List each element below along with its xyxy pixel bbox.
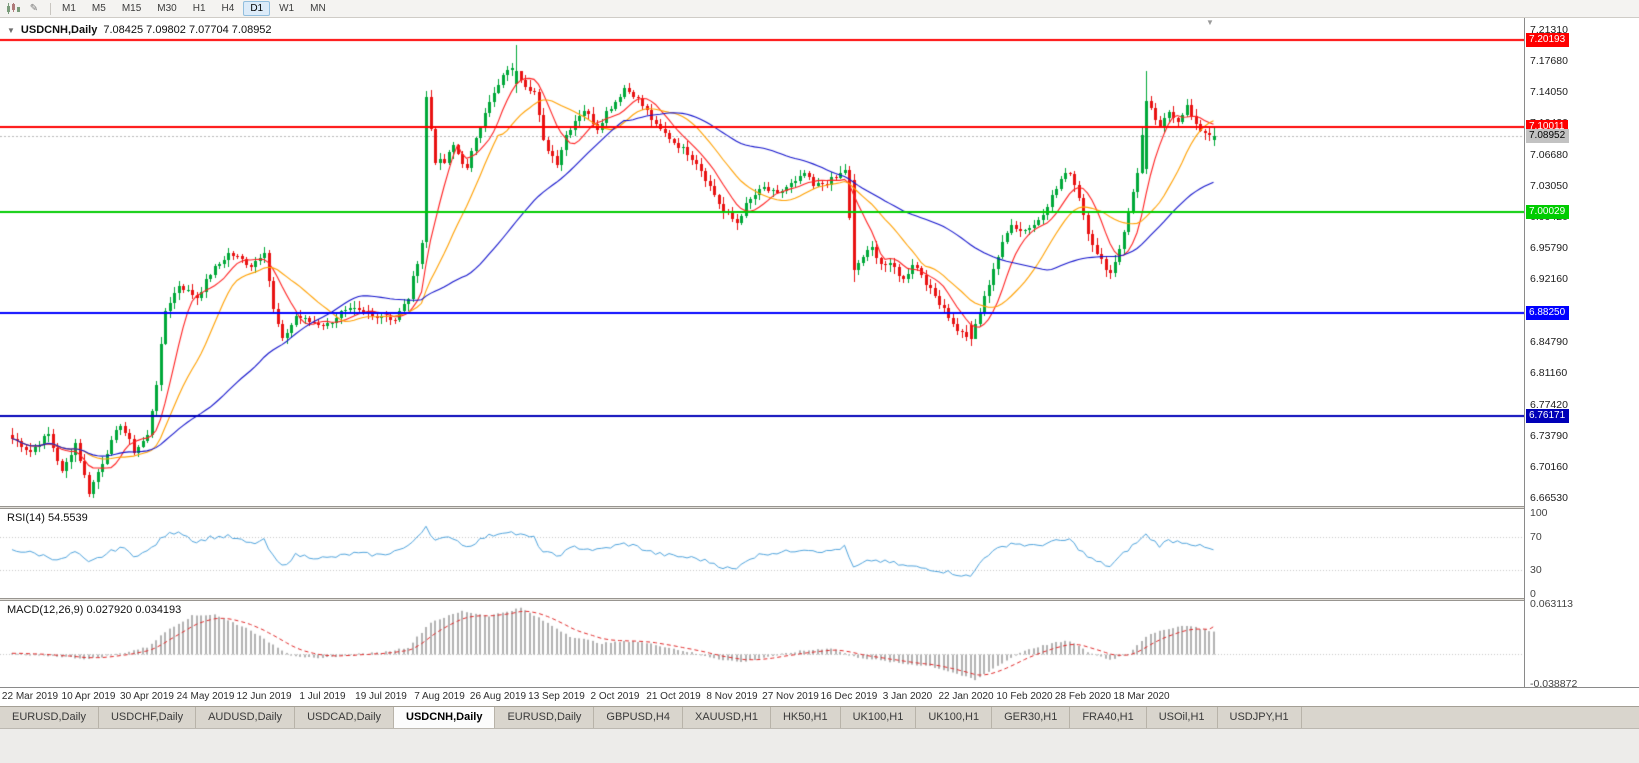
chart-tab-3-usdcad-daily[interactable]: USDCAD,Daily (295, 707, 395, 728)
chart-tab-9-uk100-h1[interactable]: UK100,H1 (840, 707, 917, 728)
price-tick: 7.14050 (1530, 86, 1568, 99)
chart-title: ▼ USDCNH,Daily 7.08425 7.09802 7.07704 7… (7, 24, 272, 36)
bid-price-badge: 7.08952 (1526, 128, 1570, 143)
status-bar (0, 728, 1639, 763)
chart-tab-0-eurusd-daily[interactable]: EURUSD,Daily (0, 707, 99, 728)
timeframe-button-m15[interactable]: M15 (121, 3, 142, 14)
chart-tab-6-gbpusd-h4[interactable]: GBPUSD,H4 (594, 707, 683, 728)
timeframe-button-m30[interactable]: M30 (157, 3, 177, 14)
chart-tab-11-ger30-h1[interactable]: GER30,H1 (992, 707, 1071, 728)
chart-tab-8-hk50-h1[interactable]: HK50,H1 (770, 707, 841, 728)
price-tick: 6.84790 (1530, 336, 1568, 349)
price-tick: 7.03050 (1530, 180, 1568, 193)
price-tick: 7.17680 (1530, 55, 1568, 68)
price-tick: 7.06680 (1530, 149, 1568, 162)
date-tick-label: 27 Nov 2019 (762, 691, 819, 702)
timeframe-button-h4[interactable]: H4 (221, 3, 235, 14)
date-tick-label: 26 Aug 2019 (469, 691, 527, 702)
chart-tab-4-usdcnh-daily[interactable]: USDCNH,Daily (394, 707, 496, 728)
chart-tab-bar: EURUSD,Daily USDCHF,Daily AUDUSD,Daily USDC… (0, 706, 1639, 728)
chart-type-icon[interactable] (5, 3, 21, 15)
ohlc-values: 7.08425 7.09802 7.07704 7.08952 (103, 24, 272, 36)
edit-icon[interactable]: ✎ (29, 3, 39, 14)
timeframe-buttons: M1 M5 M15 M30 H1 H4 D1 W1 MN (54, 1, 334, 16)
date-tick-label: 22 Jan 2020 (938, 691, 994, 702)
symbol-period-label: USDCNH,Daily (20, 24, 98, 36)
date-tick-label: 28 Feb 2020 (1054, 691, 1112, 702)
pane-separator[interactable] (0, 506, 1639, 509)
rsi-indicator-pane[interactable] (0, 509, 1524, 598)
date-tick-label: 22 Mar 2019 (1, 691, 59, 702)
date-tick-label: 7 Aug 2019 (414, 691, 465, 702)
date-tick-label: 2 Oct 2019 (590, 691, 640, 702)
date-tick-label: 19 Jul 2019 (355, 691, 407, 702)
price-line-badge: 6.76171 (1526, 408, 1570, 423)
chart-tab-13-usoil-h1[interactable]: USOil,H1 (1146, 707, 1218, 728)
chart-tab-10-uk100-h1[interactable]: UK100,H1 (916, 707, 993, 728)
price-line-badge: 7.00029 (1526, 204, 1570, 219)
timeframe-button-m1[interactable]: M1 (62, 3, 76, 14)
date-tick-label: 24 May 2019 (176, 691, 235, 702)
date-tick-label: 13 Sep 2019 (528, 691, 585, 702)
date-tick-label: 3 Jan 2020 (882, 691, 933, 702)
price-axis[interactable]: 7.213107.176807.140507.104207.066807.030… (1524, 18, 1639, 690)
date-tick-label: 1 Jul 2019 (299, 691, 346, 702)
chart-tab-2-audusd-daily[interactable]: AUDUSD,Daily (196, 707, 296, 728)
date-tick-label: 8 Nov 2019 (706, 691, 758, 702)
rsi-level-label: 30 (1530, 563, 1542, 576)
price-tick: 6.73790 (1530, 430, 1568, 443)
pane-separator[interactable] (0, 598, 1639, 601)
chart-tab-12-fra40-h1[interactable]: FRA40,H1 (1070, 707, 1147, 728)
date-tick-label: 10 Feb 2020 (996, 691, 1053, 702)
chart-tab-14-usdjpy-h1[interactable]: USDJPY,H1 (1217, 707, 1302, 728)
rsi-indicator-label: RSI(14) 54.5539 (7, 512, 88, 524)
one-click-trading-arrow-icon[interactable]: ▼ (7, 25, 15, 35)
macd-scale-label: 0.063113 (1530, 598, 1574, 610)
timeframe-button-d1[interactable]: D1 (243, 1, 271, 16)
date-tick-label: 30 Apr 2019 (120, 691, 174, 702)
macd-indicator-label: MACD(12,26,9) 0.027920 0.034193 (7, 604, 182, 616)
toolbar-separator (50, 2, 51, 15)
chart-tab-7-xauusd-h1[interactable]: XAUUSD,H1 (682, 707, 771, 728)
toolbar-icon-group: ✎ (0, 0, 47, 17)
date-tick-label: 12 Jun 2019 (236, 691, 292, 702)
price-line-badge: 7.20193 (1526, 32, 1570, 47)
main-price-chart[interactable] (0, 18, 1524, 506)
chart-tab-1-usdchf-daily[interactable]: USDCHF,Daily (98, 707, 197, 728)
chart-shift-marker-icon[interactable]: ▼ (1206, 18, 1214, 27)
price-tick: 6.92160 (1530, 273, 1568, 286)
timeframe-toolbar: ✎ M1 M5 M15 M30 H1 H4 D1 W1 MN (0, 0, 1639, 18)
price-tick: 6.66530 (1530, 492, 1568, 505)
date-tick-label: 10 Apr 2019 (61, 691, 116, 702)
candlestick-glyph (7, 3, 20, 14)
price-tick: 6.70160 (1530, 461, 1568, 474)
macd-indicator-pane[interactable] (0, 601, 1524, 687)
price-tick: 6.77420 (1530, 399, 1568, 412)
chart-tab-5-eurusd-daily[interactable]: EURUSD,Daily (495, 707, 595, 728)
timeframe-button-h1[interactable]: H1 (192, 3, 206, 14)
time-axis[interactable]: 22 Mar 2019 10 Apr 2019 30 Apr 2019 24 May … (0, 687, 1639, 706)
rsi-level-label: 0 (1530, 588, 1536, 600)
date-tick-label: 21 Oct 2019 (646, 691, 701, 702)
timeframe-button-mn[interactable]: MN (310, 3, 326, 14)
timeframe-button-m5[interactable]: M5 (91, 3, 106, 14)
price-tick: 6.81160 (1530, 367, 1568, 380)
date-tick-label: 18 Mar 2020 (1113, 691, 1170, 702)
price-tick: 6.95790 (1530, 242, 1568, 255)
date-tick-label: 16 Dec 2019 (820, 691, 878, 702)
rsi-level-label: 100 (1530, 507, 1548, 519)
rsi-level-label: 70 (1530, 531, 1542, 544)
price-line-badge: 6.88250 (1526, 305, 1570, 320)
timeframe-button-w1[interactable]: W1 (279, 3, 295, 14)
